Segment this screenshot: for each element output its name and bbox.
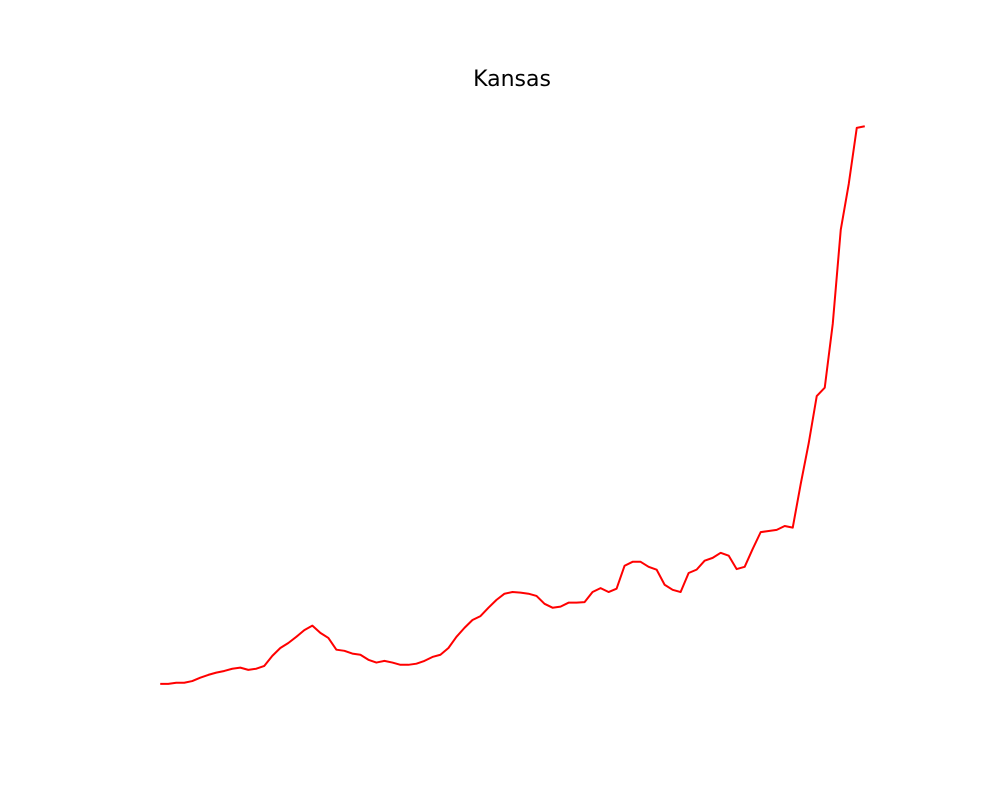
chart-title: Kansas [473, 67, 551, 92]
line-series [160, 125, 865, 685]
